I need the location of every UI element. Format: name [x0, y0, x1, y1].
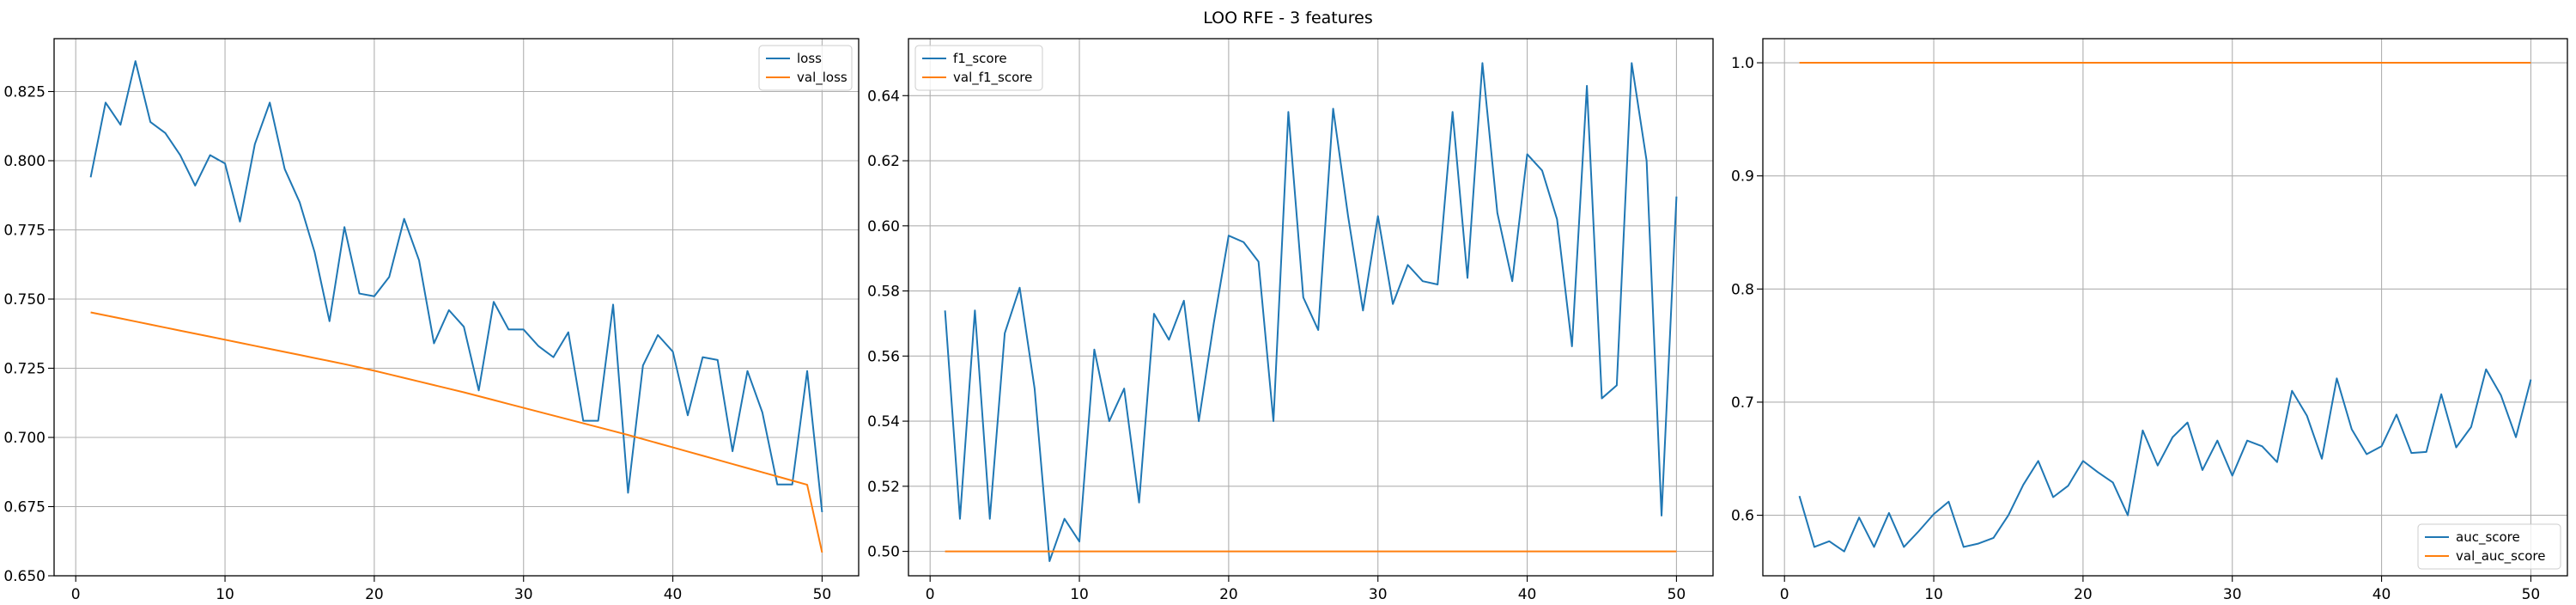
y-tick-label: 1.0: [1731, 55, 1754, 72]
y-tick-label: 0.56: [867, 348, 900, 365]
y-tick-label: 0.64: [867, 88, 900, 105]
legend: loss val_loss: [758, 45, 853, 91]
x-tick-label: 40: [664, 586, 683, 602]
series-line-val-loss: [90, 311, 823, 553]
y-tick-label: 0.52: [867, 479, 900, 496]
x-tick-label: 0: [71, 586, 81, 602]
x-tick-label: 0: [1780, 586, 1789, 602]
legend-label: val_loss: [797, 70, 848, 86]
x-tick-label: 20: [1219, 586, 1238, 602]
chart-panel-3: 0 10 20 30 40 50 0.6 0.7 0.8 0.9 1.0 auc_score val_a…: [1731, 38, 2568, 603]
x-tick-label: 20: [2074, 586, 2093, 602]
y-tick-label: 0.675: [3, 499, 46, 516]
series-line-f1-score: [944, 62, 1678, 562]
x-tick-label: 20: [365, 586, 384, 602]
y-tick-label: 0.7: [1731, 394, 1754, 412]
x-tick-label: 10: [1070, 586, 1089, 602]
legend-label: auc_score: [2456, 529, 2520, 546]
x-tick-label: 0: [926, 586, 935, 602]
plot-frame: [908, 38, 1714, 577]
y-tick-label: 0.750: [3, 291, 46, 309]
y-tick-label: 0.9: [1731, 168, 1754, 186]
legend-label: f1_score: [953, 51, 1007, 67]
y-tick-label: 0.62: [867, 153, 900, 170]
x-tick-label: 50: [2522, 586, 2541, 602]
y-tick-label: 0.60: [867, 218, 900, 235]
y-tick-label: 0.8: [1731, 281, 1754, 298]
x-tick-label: 30: [2223, 586, 2242, 602]
chart-panel-2: 0 10 20 30 40 50 0.50 0.52 0.54 0.56 0.58 0.60 0.62 0…: [867, 38, 1714, 603]
y-tick-label: 0.54: [867, 413, 900, 431]
y-tick-label: 0.725: [3, 361, 46, 378]
legend-box: [914, 45, 1043, 91]
legend-box: [2417, 523, 2561, 570]
y-tick-label: 0.6: [1731, 508, 1754, 525]
chart-panel-1: 0 10 20 30 40 50 0.650 0.675 0.700 0.725 0.750 0.77…: [3, 38, 860, 603]
plot-frame: [53, 38, 860, 577]
y-tick-label: 0.800: [3, 153, 46, 170]
legend: f1_score val_f1_score: [914, 45, 1043, 91]
legend: auc_score val_auc_score: [2417, 523, 2561, 570]
y-tick-label: 0.50: [867, 544, 900, 561]
legend-label: val_f1_score: [953, 70, 1032, 86]
figure-title: LOO RFE - 3 features: [1203, 9, 1373, 28]
x-tick-label: 40: [1518, 586, 1537, 602]
y-tick-label: 0.58: [867, 284, 900, 301]
legend-box: [758, 45, 853, 91]
x-tick-label: 30: [514, 586, 533, 602]
x-tick-label: 50: [1668, 586, 1686, 602]
x-tick-label: 10: [216, 586, 234, 602]
plot-frame: [1762, 38, 2568, 577]
y-tick-label: 0.775: [3, 223, 46, 240]
series-line-auc-score: [1798, 368, 2532, 553]
x-tick-label: 40: [2372, 586, 2391, 602]
y-tick-label: 0.700: [3, 430, 46, 447]
legend-label: loss: [797, 51, 822, 66]
y-tick-label: 0.650: [3, 568, 46, 585]
series-line-loss: [89, 60, 823, 513]
x-tick-label: 50: [813, 586, 832, 602]
y-tick-label: 0.825: [3, 84, 46, 101]
legend-label: val_auc_score: [2456, 548, 2546, 565]
x-tick-label: 10: [1924, 586, 1943, 602]
x-tick-label: 30: [1369, 586, 1388, 602]
